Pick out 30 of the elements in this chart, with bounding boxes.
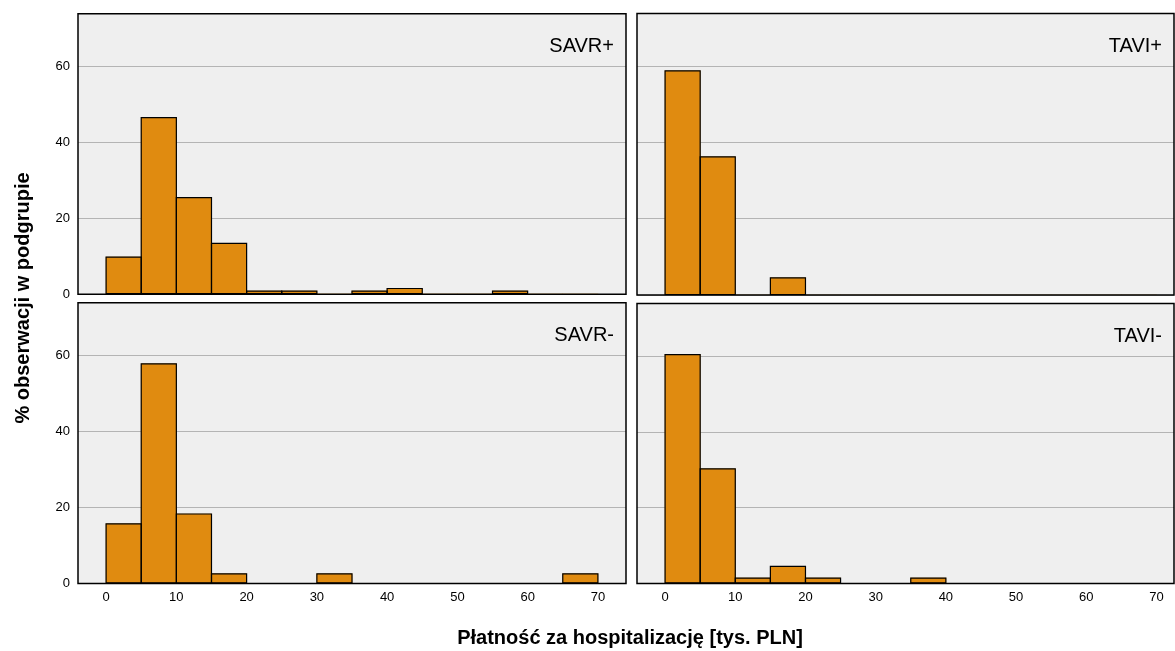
x-tick-label: 30 — [868, 588, 883, 604]
x-tick-label: 10 — [728, 588, 743, 604]
text: SAVR- — [554, 323, 614, 346]
x-tick-label: 30 — [309, 588, 325, 604]
x-tick-label: 60 — [520, 588, 535, 604]
x-tick-label: 10 — [169, 588, 184, 604]
y-tick-label: 60 — [55, 58, 70, 74]
y-tick-label: 0 — [62, 285, 70, 301]
text: SAVR+ — [549, 34, 614, 57]
x-tick-label: 40 — [938, 588, 954, 604]
x-tick-label: 60 — [1079, 588, 1094, 604]
x-axis-title: Płatność za hospitalizację [tys. PLN] — [457, 625, 803, 649]
x-tick-label: 40 — [379, 588, 395, 604]
x-tick-label: 0 — [661, 588, 669, 604]
x-tick-label: 0 — [102, 588, 110, 604]
y-tick-label: 0 — [62, 574, 70, 590]
x-tick-label: 20 — [239, 588, 254, 604]
x-tick-label: 50 — [1008, 588, 1024, 604]
x-tick-label: 20 — [798, 588, 813, 604]
y-tick-label: 40 — [55, 134, 70, 150]
x-tick-label: 70 — [590, 588, 606, 604]
y-axis-title: % obserwacji w podgrupie — [10, 172, 34, 424]
y-tick-label: 40 — [55, 423, 70, 439]
x-tick-label: 50 — [450, 588, 465, 604]
x-tick-label: 70 — [1149, 588, 1164, 604]
y-tick-label: 60 — [55, 347, 70, 363]
y-tick-label: 20 — [55, 499, 70, 515]
y-tick-label: 20 — [55, 209, 70, 225]
text: TAVI- — [1113, 324, 1162, 347]
text: TAVI+ — [1108, 34, 1162, 57]
